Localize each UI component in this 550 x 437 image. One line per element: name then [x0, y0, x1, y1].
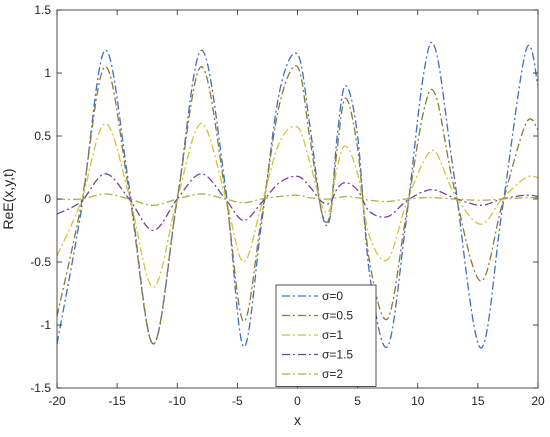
- legend-label-2: σ=1: [322, 328, 343, 342]
- y-tick-label: 0.5: [34, 129, 51, 143]
- x-tick-label: -5: [232, 394, 243, 408]
- series-line-3: [57, 173, 538, 232]
- legend: σ=0 σ=0.5 σ=1 σ=1.5 σ=2: [275, 284, 377, 387]
- y-tick-label: 0: [44, 192, 51, 206]
- y-tick-label: -1.5: [30, 381, 51, 395]
- x-tick-label: 10: [411, 394, 425, 408]
- y-tick-label: -0.5: [30, 255, 51, 269]
- series-group: [57, 41, 538, 349]
- x-axis-label: x: [294, 412, 301, 428]
- x-tick-label: 15: [471, 394, 485, 408]
- x-tick-label: -20: [48, 394, 66, 408]
- legend-box: [275, 284, 377, 387]
- series-line-4: [57, 193, 538, 206]
- legend-label-1: σ=0.5: [322, 309, 353, 323]
- x-tick-label: 0: [294, 394, 301, 408]
- y-axis-label: ReE(x,y,t): [0, 168, 16, 229]
- series-line-2: [57, 122, 538, 288]
- axes: -20 -15 -10 -5 0 5 10 15 20 -1.5 -1 -0.5 0 0.5 1 1.5 x Re…: [0, 3, 545, 428]
- x-tick-label: 20: [531, 394, 545, 408]
- y-tick-label: 1.5: [34, 3, 51, 17]
- legend-label-3: σ=1.5: [322, 348, 353, 362]
- x-tick-label: -15: [108, 394, 126, 408]
- legend-label-0: σ=0: [322, 289, 343, 303]
- y-tick-label: -1: [40, 318, 51, 332]
- y-tick-label: 1: [44, 66, 51, 80]
- x-tick-label: -10: [169, 394, 187, 408]
- legend-label-4: σ=2: [322, 367, 343, 381]
- x-tick-label: 5: [354, 394, 361, 408]
